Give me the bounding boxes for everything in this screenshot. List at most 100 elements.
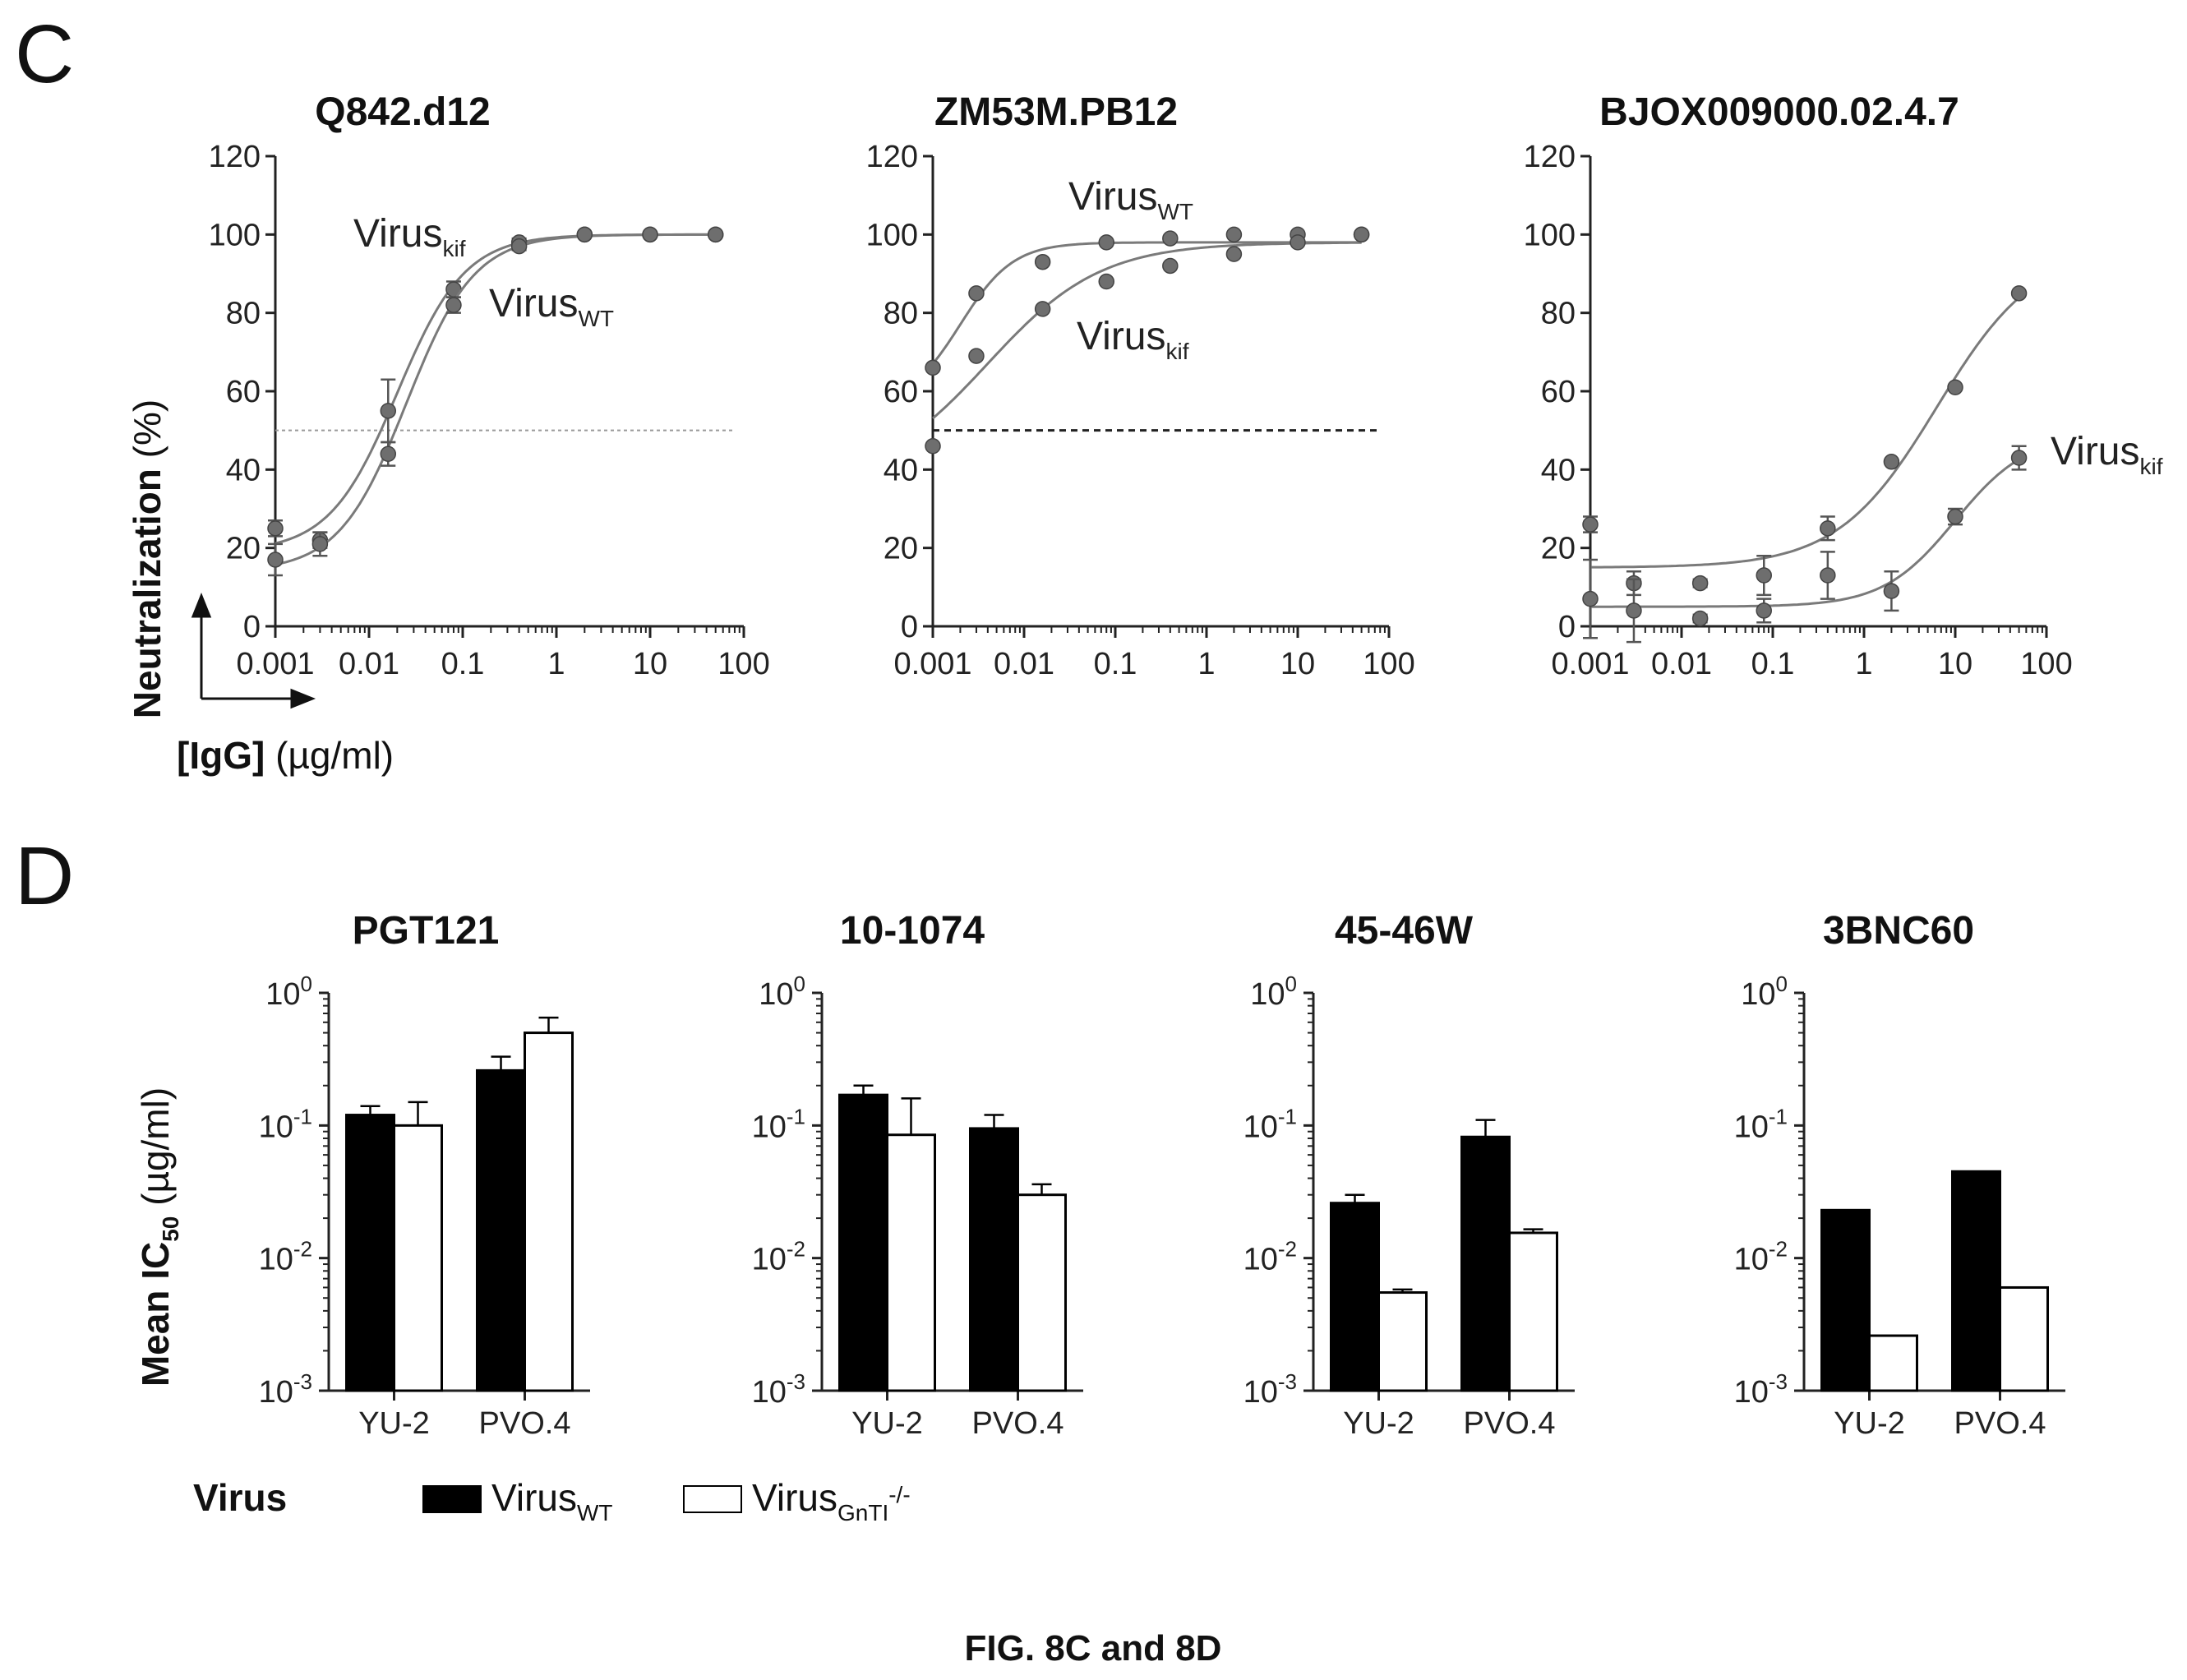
data-point <box>1098 234 1114 251</box>
x-tick-label: 10 <box>1280 647 1315 681</box>
y-tick-label: 100 <box>866 218 918 252</box>
y-tick-label: 10-3 <box>1734 1369 1788 1410</box>
data-point <box>1691 610 1709 627</box>
fit-curve <box>1590 458 2020 608</box>
bar <box>1377 1291 1428 1392</box>
data-point <box>707 226 724 243</box>
legend: Virus VirusWT VirusGnTI-/- <box>193 1476 911 1525</box>
series-label: VirusWT <box>489 282 614 331</box>
data-point <box>1582 590 1599 607</box>
bar <box>1508 1231 1558 1392</box>
data-point <box>1756 602 1772 619</box>
data-point <box>1626 602 1642 619</box>
bar <box>345 1114 395 1392</box>
x-tick-label: 1 <box>1855 647 1872 681</box>
chart-title: PGT121 <box>353 909 500 953</box>
chart-title: 10-1074 <box>840 909 985 953</box>
y-tick-label: 10-1 <box>1243 1104 1297 1144</box>
y-tick-label: 100 <box>1250 972 1297 1012</box>
bar <box>1999 1285 2049 1392</box>
series-label: Viruskif <box>353 212 466 261</box>
bar <box>1330 1202 1380 1392</box>
y-tick-label: 120 <box>209 140 261 174</box>
panel-c-ylabel: Neutralization (%) <box>126 399 168 718</box>
bar <box>524 1032 574 1392</box>
data-point <box>1820 567 1836 584</box>
data-point <box>2010 450 2028 466</box>
x-tick-label: 100 <box>2020 647 2072 681</box>
panel-letter-d: D <box>15 830 74 922</box>
category-label: PVO.4 <box>1954 1406 2046 1441</box>
legend-label-gnti: VirusGnTI-/- <box>752 1476 911 1525</box>
data-point <box>1225 246 1243 262</box>
data-point <box>1883 454 1900 470</box>
data-point <box>1290 234 1306 251</box>
series-label: Viruskif <box>1077 315 1189 364</box>
chart-1: Q842.d12 0 20 40 60 80 100 120 0.001 0.01 0.1 1 10 10… <box>209 90 770 681</box>
bar-chart-3: 45-46W 10-3 10-2 10-1 100 YU-2 PVO.4 <box>1243 909 1575 1441</box>
x-tick-label: 0.1 <box>441 647 485 681</box>
chart-title: 45-46W <box>1335 909 1474 953</box>
legend-label-wt: VirusWT <box>491 1476 613 1525</box>
data-point <box>1756 567 1772 584</box>
x-tick-label: 1 <box>1197 647 1215 681</box>
data-point <box>267 552 284 568</box>
y-tick-label: 100 <box>265 972 312 1012</box>
data-point <box>510 238 528 255</box>
y-tick-label: 40 <box>226 453 261 487</box>
legend-title: Virus <box>193 1476 287 1519</box>
bar-chart-2: 10-1074 10-3 10-2 10-1 100 YU-2 PVO.4 <box>752 909 1083 1441</box>
x-tick-label: 1 <box>547 647 565 681</box>
y-tick-label: 40 <box>884 453 918 487</box>
series-label: VirusWT <box>1068 175 1193 224</box>
data-point <box>1691 575 1709 592</box>
y-tick-label: 40 <box>1541 453 1576 487</box>
data-point <box>1162 257 1179 275</box>
data-point <box>1162 230 1179 247</box>
x-tick-label: 100 <box>1363 647 1414 681</box>
panel-c-axis-arrows <box>191 592 316 709</box>
bar <box>1868 1334 1918 1392</box>
y-tick-label: 80 <box>226 297 261 331</box>
data-point <box>380 403 397 419</box>
data-point <box>380 445 397 463</box>
fit-curve <box>275 233 716 545</box>
data-point <box>1582 516 1599 533</box>
x-tick-label: 10 <box>633 647 667 681</box>
y-tick-label: 10-1 <box>1734 1104 1788 1144</box>
y-tick-label: 100 <box>759 972 805 1012</box>
bar <box>886 1133 936 1392</box>
bar <box>1460 1135 1511 1392</box>
y-tick-label: 60 <box>226 375 261 409</box>
data-point <box>925 359 941 376</box>
data-point <box>1883 583 1900 599</box>
x-tick-label: 100 <box>717 647 769 681</box>
y-tick-label: 80 <box>884 297 918 331</box>
data-point <box>1820 520 1836 537</box>
data-point <box>968 348 985 364</box>
y-tick-label: 100 <box>1741 972 1788 1012</box>
series-label: Viruskif <box>2051 430 2163 479</box>
bar <box>838 1093 888 1392</box>
chart-2: ZM53M.PB12 0 20 40 60 80 100 120 0.001 0.01 0.1 1 10… <box>866 90 1415 681</box>
x-tick-label: 0.001 <box>1551 647 1629 681</box>
y-tick-label: 20 <box>884 532 918 566</box>
data-point <box>267 520 284 537</box>
y-tick-label: 0 <box>243 610 261 644</box>
y-tick-label: 60 <box>1541 375 1576 409</box>
bar <box>969 1127 1019 1392</box>
fit-curve <box>1590 297 2020 569</box>
y-tick-label: 10-3 <box>752 1369 805 1410</box>
data-point <box>1225 226 1243 243</box>
chart-title: 3BNC60 <box>1823 909 1974 953</box>
category-label: YU-2 <box>1834 1406 1905 1441</box>
bar <box>1017 1193 1067 1392</box>
y-tick-label: 10-2 <box>259 1237 312 1277</box>
x-tick-label: 0.01 <box>339 647 399 681</box>
y-tick-label: 0 <box>1558 610 1576 644</box>
y-tick-label: 10-2 <box>752 1237 805 1277</box>
y-tick-label: 120 <box>866 140 918 174</box>
bar-chart-1: PGT121 10-3 10-2 10-1 100 YU-2 PVO.4 <box>259 909 590 1441</box>
